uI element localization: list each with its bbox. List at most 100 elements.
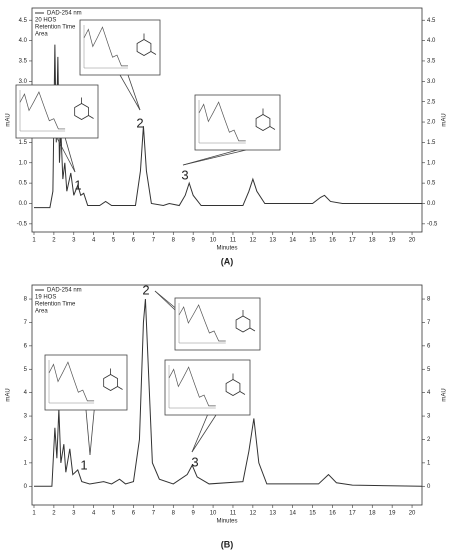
y2-tick-label: -0.5 [427, 221, 438, 227]
x-tick-label: 18 [369, 511, 376, 517]
inset-frame [174, 297, 261, 351]
panel-label: (B) [221, 539, 234, 549]
y2-tick-label: 1.5 [427, 140, 436, 146]
callout [89, 409, 95, 456]
y-tick-label: 4.5 [19, 18, 28, 24]
y-tick-label: 2 [24, 437, 28, 443]
x-tick-label: 8 [172, 238, 176, 244]
inset-bond [269, 126, 276, 130]
x-tick-label: 15 [309, 511, 316, 517]
callout [64, 137, 76, 173]
y2-tick-label: 4 [427, 390, 431, 396]
inset-frame [194, 94, 281, 151]
x-tick-label: 10 [210, 511, 217, 517]
y-tick-label: 6 [24, 343, 28, 349]
inset [182, 94, 281, 166]
inset-frame [79, 19, 161, 76]
x-tick-label: 7 [152, 238, 156, 244]
y2-tick-label: 1 [427, 460, 431, 466]
y2-tick-label: 3 [427, 414, 431, 420]
x-tick-label: 12 [250, 238, 257, 244]
y-tick-label: 8 [24, 297, 28, 303]
x-tick-label: 6 [132, 511, 136, 517]
inset [44, 354, 128, 456]
y-axis-label: mAU [6, 388, 12, 401]
x-tick-label: 10 [210, 238, 217, 244]
x-tick-label: 19 [389, 238, 396, 244]
x-tick-label: 5 [112, 511, 116, 517]
x-tick-label: 12 [250, 511, 257, 517]
legend-note: Area [35, 309, 48, 315]
callout [191, 414, 217, 453]
x-tick-label: 8 [172, 511, 176, 517]
inset-molecule [136, 39, 152, 56]
inset-bond [239, 391, 246, 395]
inset-spectrum [198, 101, 246, 142]
inset-axes [198, 100, 246, 144]
inset-bond [88, 115, 94, 119]
y-tick-label: -0.5 [17, 221, 28, 227]
y2-tick-label: 0 [427, 484, 431, 490]
y2-tick-label: 6 [427, 343, 431, 349]
x-tick-label: 2 [52, 238, 56, 244]
inset-spectrum [178, 304, 226, 342]
x-tick-label: 19 [389, 511, 396, 517]
inset-frame [44, 354, 128, 411]
y2-tick-label: 1.0 [427, 160, 436, 166]
y2-tick-label: 7 [427, 320, 431, 326]
y2-axis-label: mAU [442, 113, 448, 126]
y2-tick-label: 0.5 [427, 181, 436, 187]
x-axis-label: Minutes [216, 246, 237, 252]
peak-label: 2 [142, 282, 149, 297]
callout [191, 414, 208, 453]
legend-note: Retention Time [35, 302, 76, 308]
legend-label: DAD-254 nm [47, 11, 82, 17]
x-tick-label: 13 [269, 511, 276, 517]
inset-spectrum [83, 26, 128, 67]
x-tick-label: 17 [349, 511, 356, 517]
x-tick-label: 14 [289, 511, 296, 517]
inset-spectrum [19, 91, 66, 130]
legend-label: DAD-254 nm [47, 288, 82, 294]
peak-label: 1 [74, 177, 81, 192]
x-tick-label: 11 [230, 511, 237, 517]
y2-tick-label: 4.0 [427, 38, 436, 44]
x-tick-label: 16 [329, 238, 336, 244]
x-tick-label: 17 [349, 238, 356, 244]
y-tick-label: 1.0 [19, 160, 28, 166]
inset-axes [83, 25, 128, 69]
panel-label: (A) [221, 256, 234, 266]
x-tick-label: 13 [269, 238, 276, 244]
x-tick-label: 7 [152, 511, 156, 517]
x-tick-label: 1 [32, 511, 36, 517]
y2-tick-label: 5 [427, 367, 431, 373]
y-tick-label: 4 [24, 390, 28, 396]
callout [182, 149, 247, 166]
y-tick-label: 1 [24, 460, 28, 466]
legend-note: Area [35, 32, 48, 38]
y2-tick-label: 3.0 [427, 79, 436, 85]
y2-tick-label: 2.0 [427, 120, 436, 126]
x-tick-label: 6 [132, 238, 136, 244]
peak-label: 3 [181, 167, 188, 182]
inset-spectrum [168, 366, 216, 407]
x-tick-label: 9 [192, 511, 196, 517]
inset-axes [178, 303, 226, 344]
inset [15, 84, 99, 173]
y-tick-label: 3.0 [19, 79, 28, 85]
callout [119, 74, 141, 111]
x-tick-label: 3 [72, 511, 76, 517]
inset [79, 19, 161, 111]
x-tick-label: 18 [369, 238, 376, 244]
x-tick-label: 20 [409, 238, 416, 244]
y-tick-label: 7 [24, 320, 28, 326]
x-tick-label: 16 [329, 511, 336, 517]
plot-frame [31, 284, 423, 506]
trace [33, 299, 423, 487]
x-tick-label: 1 [32, 238, 36, 244]
inset-molecule [103, 374, 118, 391]
x-tick-label: 4 [92, 238, 96, 244]
inset-bond [249, 327, 256, 332]
y2-tick-label: 0.0 [427, 201, 436, 207]
